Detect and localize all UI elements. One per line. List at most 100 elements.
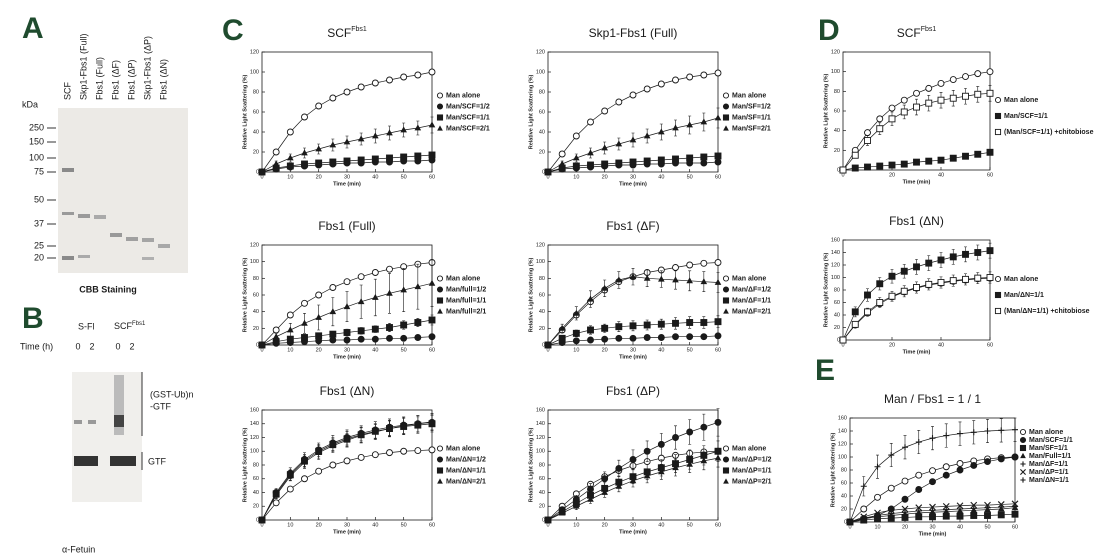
data-point bbox=[602, 336, 608, 342]
band bbox=[110, 233, 122, 237]
data-point bbox=[987, 275, 993, 281]
data-point bbox=[963, 93, 969, 99]
data-point bbox=[975, 91, 981, 97]
y-tick-label: 0 bbox=[256, 169, 259, 175]
group-label: S-Fl bbox=[78, 321, 95, 331]
chart-title: SCF bbox=[327, 26, 351, 40]
y-tick-label: 80 bbox=[841, 467, 847, 473]
lane-label: Fbs1 (ΔN) bbox=[158, 59, 168, 100]
x-axis-label: Time (min) bbox=[333, 354, 361, 360]
chart-title: Fbs1 (Full) bbox=[318, 219, 375, 233]
data-point bbox=[865, 138, 871, 144]
data-point bbox=[901, 268, 907, 274]
x-tick-label: 20 bbox=[316, 347, 322, 353]
data-point bbox=[415, 72, 421, 78]
data-point bbox=[602, 161, 608, 167]
data-point bbox=[950, 278, 956, 284]
data-point bbox=[938, 157, 944, 163]
y-tick-label: 100 bbox=[838, 454, 847, 460]
data-point bbox=[330, 285, 336, 291]
data-point bbox=[715, 455, 722, 461]
panel-letter: E bbox=[815, 354, 835, 387]
data-point bbox=[644, 158, 650, 164]
legend-marker bbox=[1020, 477, 1025, 482]
data-point bbox=[616, 335, 622, 341]
x-tick-label: 60 bbox=[429, 174, 435, 180]
y-tick-label: 120 bbox=[536, 49, 545, 55]
legend-label: Man/ΔF=1/1 bbox=[1029, 461, 1068, 468]
data-point bbox=[344, 158, 350, 164]
time-value: 2 bbox=[89, 341, 94, 351]
data-point bbox=[316, 103, 322, 109]
data-point bbox=[387, 335, 393, 341]
legend-marker bbox=[1020, 445, 1025, 450]
y-tick-label: 80 bbox=[834, 287, 840, 293]
data-point bbox=[998, 427, 1004, 433]
data-point bbox=[644, 335, 650, 341]
x-tick-label: 50 bbox=[401, 174, 407, 180]
legend-label: Man/ΔF=1/1 bbox=[732, 297, 771, 304]
legend-label: Man/SCF=2/1 bbox=[446, 125, 490, 132]
band bbox=[62, 168, 74, 172]
data-point bbox=[888, 485, 894, 491]
antibody-label: α-Fetuin bbox=[62, 544, 95, 554]
data-point bbox=[387, 155, 393, 161]
data-point bbox=[901, 109, 907, 115]
y-tick-label: 20 bbox=[253, 326, 259, 332]
data-point bbox=[358, 157, 364, 163]
legend-label: Man/ΔP=1/2 bbox=[732, 456, 772, 463]
legend-label: Man/ΔN=1/1 bbox=[1029, 477, 1069, 484]
data-point bbox=[930, 514, 936, 520]
y-tick-label: 60 bbox=[834, 300, 840, 306]
y-tick-label: 0 bbox=[837, 337, 840, 343]
data-point bbox=[330, 337, 336, 343]
legend-label: Man alone bbox=[1004, 276, 1038, 283]
data-point bbox=[971, 513, 977, 519]
legend-marker bbox=[437, 104, 442, 109]
data-point bbox=[658, 441, 664, 447]
x-tick-label: 30 bbox=[630, 522, 636, 528]
marker-label: 100 bbox=[29, 152, 44, 162]
y-axis-label: Relative Light Scattering (%) bbox=[823, 253, 829, 328]
y-tick-label: 60 bbox=[253, 476, 259, 482]
group-label: SCFFbs1 bbox=[114, 321, 146, 332]
data-point bbox=[630, 159, 636, 165]
y-tick-label: 80 bbox=[539, 462, 545, 468]
data-point bbox=[372, 80, 378, 86]
legend-label: Man/SCF=1/1 bbox=[446, 114, 490, 121]
data-point bbox=[889, 162, 895, 168]
x-axis-label: Time (min) bbox=[619, 354, 647, 360]
data-point bbox=[943, 513, 949, 519]
data-point bbox=[401, 448, 407, 454]
legend-marker bbox=[995, 113, 1000, 118]
data-point bbox=[950, 155, 956, 161]
lane-label: Fbs1 (ΔP) bbox=[126, 59, 136, 100]
data-point bbox=[852, 165, 858, 171]
data-point bbox=[630, 92, 636, 98]
y-tick-label: 60 bbox=[539, 109, 545, 115]
legend-label: Man/ΔN=1/2 bbox=[446, 456, 486, 463]
y-tick-label: 140 bbox=[250, 421, 259, 427]
data-point bbox=[715, 114, 722, 120]
data-point bbox=[429, 334, 435, 340]
data-point bbox=[943, 464, 949, 470]
data-point bbox=[344, 279, 350, 285]
data-point bbox=[916, 487, 922, 493]
data-point bbox=[701, 278, 708, 284]
data-point bbox=[630, 335, 636, 341]
lane-label: Fbs1 (ΔF) bbox=[110, 60, 120, 100]
y-axis-label: Relative Light Scattering (%) bbox=[528, 428, 534, 503]
data-point bbox=[429, 152, 435, 158]
x-tick-label: 20 bbox=[602, 347, 608, 353]
legend-marker bbox=[437, 478, 443, 483]
y-tick-label: 140 bbox=[838, 428, 847, 434]
data-point bbox=[687, 320, 693, 326]
y-tick-label: 80 bbox=[253, 462, 259, 468]
band bbox=[74, 456, 98, 466]
y-tick-label: 120 bbox=[831, 49, 840, 55]
y-tick-label: 60 bbox=[253, 292, 259, 298]
legend-marker bbox=[1020, 469, 1025, 474]
data-point bbox=[901, 161, 907, 167]
legend-marker bbox=[1020, 453, 1026, 458]
data-point bbox=[344, 337, 350, 343]
